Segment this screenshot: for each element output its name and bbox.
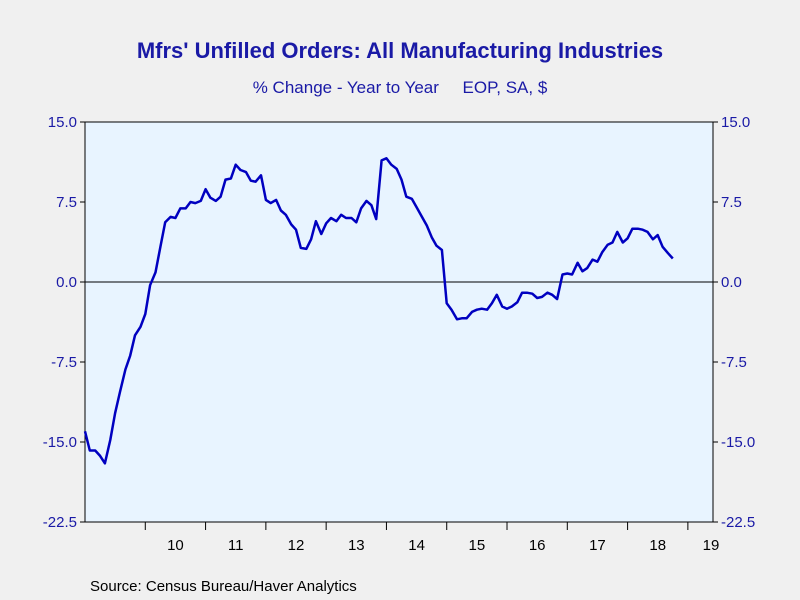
x-tick-label: 12 xyxy=(288,537,305,554)
x-tick-label: 14 xyxy=(408,537,425,554)
y-axis: 15.0 15.0 7.5 7.5 0.0 0.0 -7.5 -7.5 -15.0 -15.0 -2… xyxy=(43,114,755,531)
x-tick-label: 15 xyxy=(469,537,486,554)
right-y-tick-label: 7.5 xyxy=(721,194,742,211)
x-tick-label: 13 xyxy=(348,537,365,554)
left-y-tick-label: -22.5 xyxy=(43,514,77,531)
left-y-tick-label: 0.0 xyxy=(56,274,77,291)
x-tick-label: 16 xyxy=(529,537,546,554)
right-y-tick-label: -22.5 xyxy=(721,514,755,531)
x-tick-label: 11 xyxy=(228,537,244,554)
x-axis: 10 11 12 13 14 15 16 17 18 19 xyxy=(144,522,720,554)
series-line xyxy=(83,157,674,465)
x-tick-label: 18 xyxy=(649,537,666,554)
right-y-tick-label: 0.0 xyxy=(721,274,742,291)
left-y-tick-label: 15.0 xyxy=(48,114,77,131)
chart-subtitle: % Change - Year to Year EOP, SA, $ xyxy=(252,78,548,97)
chart-title: Mfrs' Unfilled Orders: All Manufacturing… xyxy=(136,38,664,63)
left-y-tick-label: -7.5 xyxy=(51,354,77,371)
x-tick-label: 19 xyxy=(703,537,720,554)
left-y-tick-label: 7.5 xyxy=(56,194,77,211)
source-note: Source: Census Bureau/Haver Analytics xyxy=(90,578,357,595)
right-y-tick-label: -7.5 xyxy=(721,354,747,371)
right-y-tick-label: 15.0 xyxy=(721,114,750,131)
right-y-tick-label: -15.0 xyxy=(721,434,755,451)
x-tick-label: 17 xyxy=(589,537,606,554)
left-y-tick-label: -15.0 xyxy=(43,434,77,451)
plot-background xyxy=(84,121,714,523)
x-tick-label: 10 xyxy=(167,537,184,554)
